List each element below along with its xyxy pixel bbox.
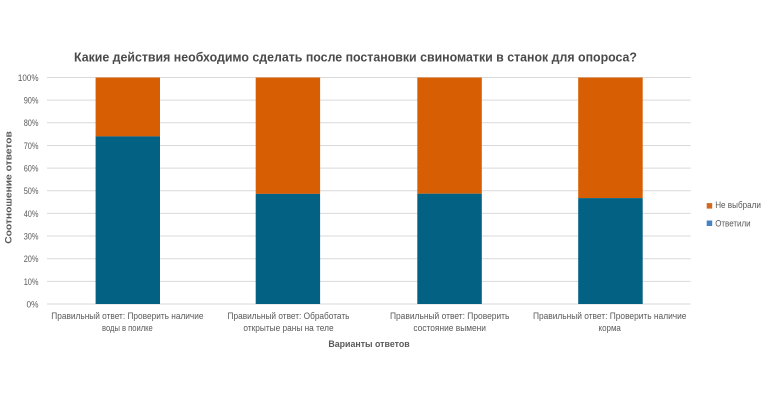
svg-text:30%: 30% xyxy=(24,231,39,241)
svg-text:Правильный ответ: Проверить на: Правильный ответ: Проверить наличие xyxy=(533,311,687,321)
svg-text:Соотношение ответов: Соотношение ответов xyxy=(4,131,15,244)
svg-text:40%: 40% xyxy=(24,209,39,219)
svg-text:Ответили: Ответили xyxy=(715,218,750,228)
svg-text:0%: 0% xyxy=(27,299,39,309)
svg-text:20%: 20% xyxy=(24,254,39,264)
svg-text:воды в поилке: воды в поилке xyxy=(102,323,153,333)
svg-text:Правильный ответ: Проверить: Правильный ответ: Проверить xyxy=(390,311,510,321)
svg-text:90%: 90% xyxy=(24,96,39,106)
svg-text:50%: 50% xyxy=(24,186,39,196)
svg-text:Правильный ответ: Обработать: Правильный ответ: Обработать xyxy=(228,311,350,321)
svg-text:открытые раны на теле: открытые раны на теле xyxy=(243,323,333,333)
svg-text:60%: 60% xyxy=(24,164,39,174)
svg-text:Не выбрали: Не выбрали xyxy=(715,200,761,210)
svg-text:состояние вымени: состояние вымени xyxy=(413,323,486,333)
svg-text:Какие действия необходимо сдел: Какие действия необходимо сделать после … xyxy=(74,50,637,65)
svg-text:80%: 80% xyxy=(24,118,39,128)
svg-text:Варианты ответов: Варианты ответов xyxy=(328,339,409,350)
svg-text:10%: 10% xyxy=(24,277,39,287)
svg-text:70%: 70% xyxy=(24,141,39,151)
svg-text:корма: корма xyxy=(599,323,621,333)
svg-text:100%: 100% xyxy=(18,73,39,83)
svg-text:Правильный ответ: Проверить на: Правильный ответ: Проверить наличие xyxy=(51,311,203,321)
